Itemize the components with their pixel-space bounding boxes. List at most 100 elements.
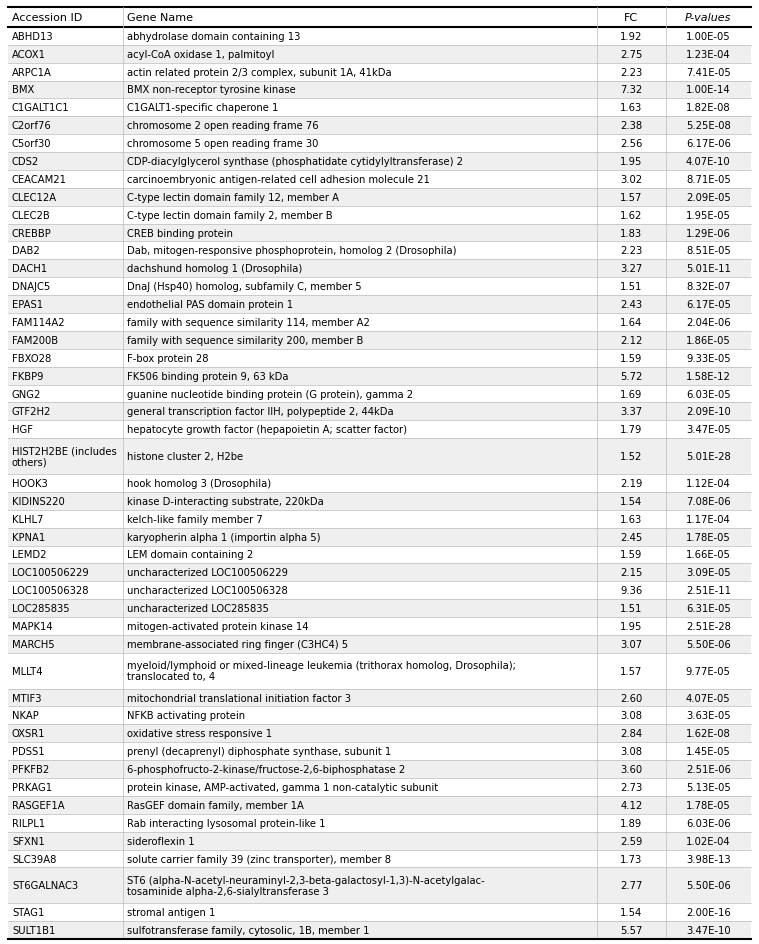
Text: 2.51E-06: 2.51E-06 [686,765,731,774]
Bar [8,921,751,939]
Text: 3.37: 3.37 [620,407,642,417]
Text: 1.17E-04: 1.17E-04 [686,514,731,524]
Text: Accession ID: Accession ID [12,13,82,23]
Text: 2.59: 2.59 [620,835,643,846]
Text: DAB2: DAB2 [12,246,39,256]
Text: 2.19: 2.19 [620,479,643,488]
Text: 1.51: 1.51 [620,603,643,614]
Bar [8,295,751,313]
Text: 1.95: 1.95 [620,621,643,632]
Text: histone cluster 2, H2be: histone cluster 2, H2be [128,451,244,462]
Text: FAM114A2: FAM114A2 [12,317,65,328]
Text: LEM domain containing 2: LEM domain containing 2 [128,550,254,560]
Text: CLEC12A: CLEC12A [12,193,57,203]
Bar [8,689,751,707]
Text: C5orf30: C5orf30 [12,139,52,149]
Bar [8,760,751,778]
Text: 2.51E-28: 2.51E-28 [686,621,731,632]
Text: PDSS1: PDSS1 [12,747,45,756]
Text: FBXO28: FBXO28 [12,353,52,363]
Bar [8,903,751,921]
Text: 1.78E-05: 1.78E-05 [686,800,731,810]
Text: general transcription factor IIH, polypeptide 2, 44kDa: general transcription factor IIH, polype… [128,407,394,417]
Bar [8,135,751,153]
Text: LOC285835: LOC285835 [12,603,70,614]
Text: HGF: HGF [12,425,33,435]
Text: actin related protein 2/3 complex, subunit 1A, 41kDa: actin related protein 2/3 complex, subun… [128,68,392,77]
Text: RILPL1: RILPL1 [12,818,45,828]
Text: 5.01E-11: 5.01E-11 [686,264,731,274]
Text: STAG1: STAG1 [12,907,44,918]
Text: oxidative stress responsive 1: oxidative stress responsive 1 [128,729,272,738]
Text: chromosome 5 open reading frame 30: chromosome 5 open reading frame 30 [128,139,319,149]
Text: NKAP: NKAP [12,711,39,720]
Text: 1.58E-12: 1.58E-12 [686,371,731,381]
Text: 3.47E-10: 3.47E-10 [686,925,731,936]
Text: ARPC1A: ARPC1A [12,68,52,77]
Text: membrane-associated ring finger (C3HC4) 5: membrane-associated ring finger (C3HC4) … [128,639,348,649]
Text: 2.09E-05: 2.09E-05 [686,193,731,203]
Bar [8,439,751,475]
Bar [8,349,751,367]
Text: HOOK3: HOOK3 [12,479,48,488]
Text: 3.07: 3.07 [620,639,642,649]
Text: 2.77: 2.77 [620,881,643,890]
Text: 1.00E-05: 1.00E-05 [686,32,731,42]
Text: mitogen-activated protein kinase 14: mitogen-activated protein kinase 14 [128,621,309,632]
Text: 8.51E-05: 8.51E-05 [686,246,731,256]
Text: 1.59: 1.59 [620,353,643,363]
Text: 2.23: 2.23 [620,68,643,77]
Text: 3.02: 3.02 [620,175,642,185]
Text: mitochondrial translational initiation factor 3: mitochondrial translational initiation f… [128,693,351,703]
Text: abhydrolase domain containing 13: abhydrolase domain containing 13 [128,32,301,42]
Text: 8.32E-07: 8.32E-07 [686,282,731,292]
Text: 1.66E-05: 1.66E-05 [686,550,731,560]
Bar [8,832,751,850]
Text: translocated to, 4: translocated to, 4 [128,671,216,682]
Text: FK506 binding protein 9, 63 kDa: FK506 binding protein 9, 63 kDa [128,371,288,381]
Text: PRKAG1: PRKAG1 [12,783,52,792]
Bar [8,475,751,493]
Text: 5.50E-06: 5.50E-06 [686,639,731,649]
Bar [8,171,751,189]
Bar [8,635,751,653]
Text: 6.17E-06: 6.17E-06 [686,139,731,149]
Text: 9.33E-05: 9.33E-05 [686,353,731,363]
Text: SULT1B1: SULT1B1 [12,925,55,936]
Text: SLC39A8: SLC39A8 [12,853,56,864]
Text: C-type lectin domain family 2, member B: C-type lectin domain family 2, member B [128,211,332,221]
Text: 1.95: 1.95 [620,157,643,167]
Text: OXSR1: OXSR1 [12,729,46,738]
Text: 1.54: 1.54 [620,497,643,506]
Text: C2orf76: C2orf76 [12,121,52,131]
Text: MARCH5: MARCH5 [12,639,55,649]
Text: 1.62: 1.62 [620,211,643,221]
Text: RASGEF1A: RASGEF1A [12,800,65,810]
Bar [8,617,751,635]
Text: 4.07E-10: 4.07E-10 [686,157,731,167]
Text: 7.08E-06: 7.08E-06 [686,497,731,506]
Text: 9.36: 9.36 [620,585,643,596]
Text: 1.64: 1.64 [620,317,643,328]
Text: 2.43: 2.43 [620,300,642,310]
Text: 3.47E-05: 3.47E-05 [686,425,731,435]
Text: 3.60: 3.60 [620,765,642,774]
Bar [8,814,751,832]
Text: 1.73: 1.73 [620,853,643,864]
Text: 1.69: 1.69 [620,389,643,399]
Text: guanine nucleotide binding protein (G protein), gamma 2: guanine nucleotide binding protein (G pr… [128,389,414,399]
Bar [8,510,751,528]
Text: 2.45: 2.45 [620,532,643,542]
Text: family with sequence similarity 114, member A2: family with sequence similarity 114, mem… [128,317,370,328]
Text: 2.56: 2.56 [620,139,643,149]
Text: CDS2: CDS2 [12,157,39,167]
Bar [8,599,751,617]
Bar [8,207,751,225]
Bar [8,421,751,439]
Text: FC: FC [625,13,638,23]
Text: 2.38: 2.38 [620,121,642,131]
Text: C1GALT1-specific chaperone 1: C1GALT1-specific chaperone 1 [128,103,279,113]
Text: 2.09E-10: 2.09E-10 [686,407,731,417]
Text: GTF2H2: GTF2H2 [12,407,52,417]
Text: CREBBP: CREBBP [12,228,52,238]
